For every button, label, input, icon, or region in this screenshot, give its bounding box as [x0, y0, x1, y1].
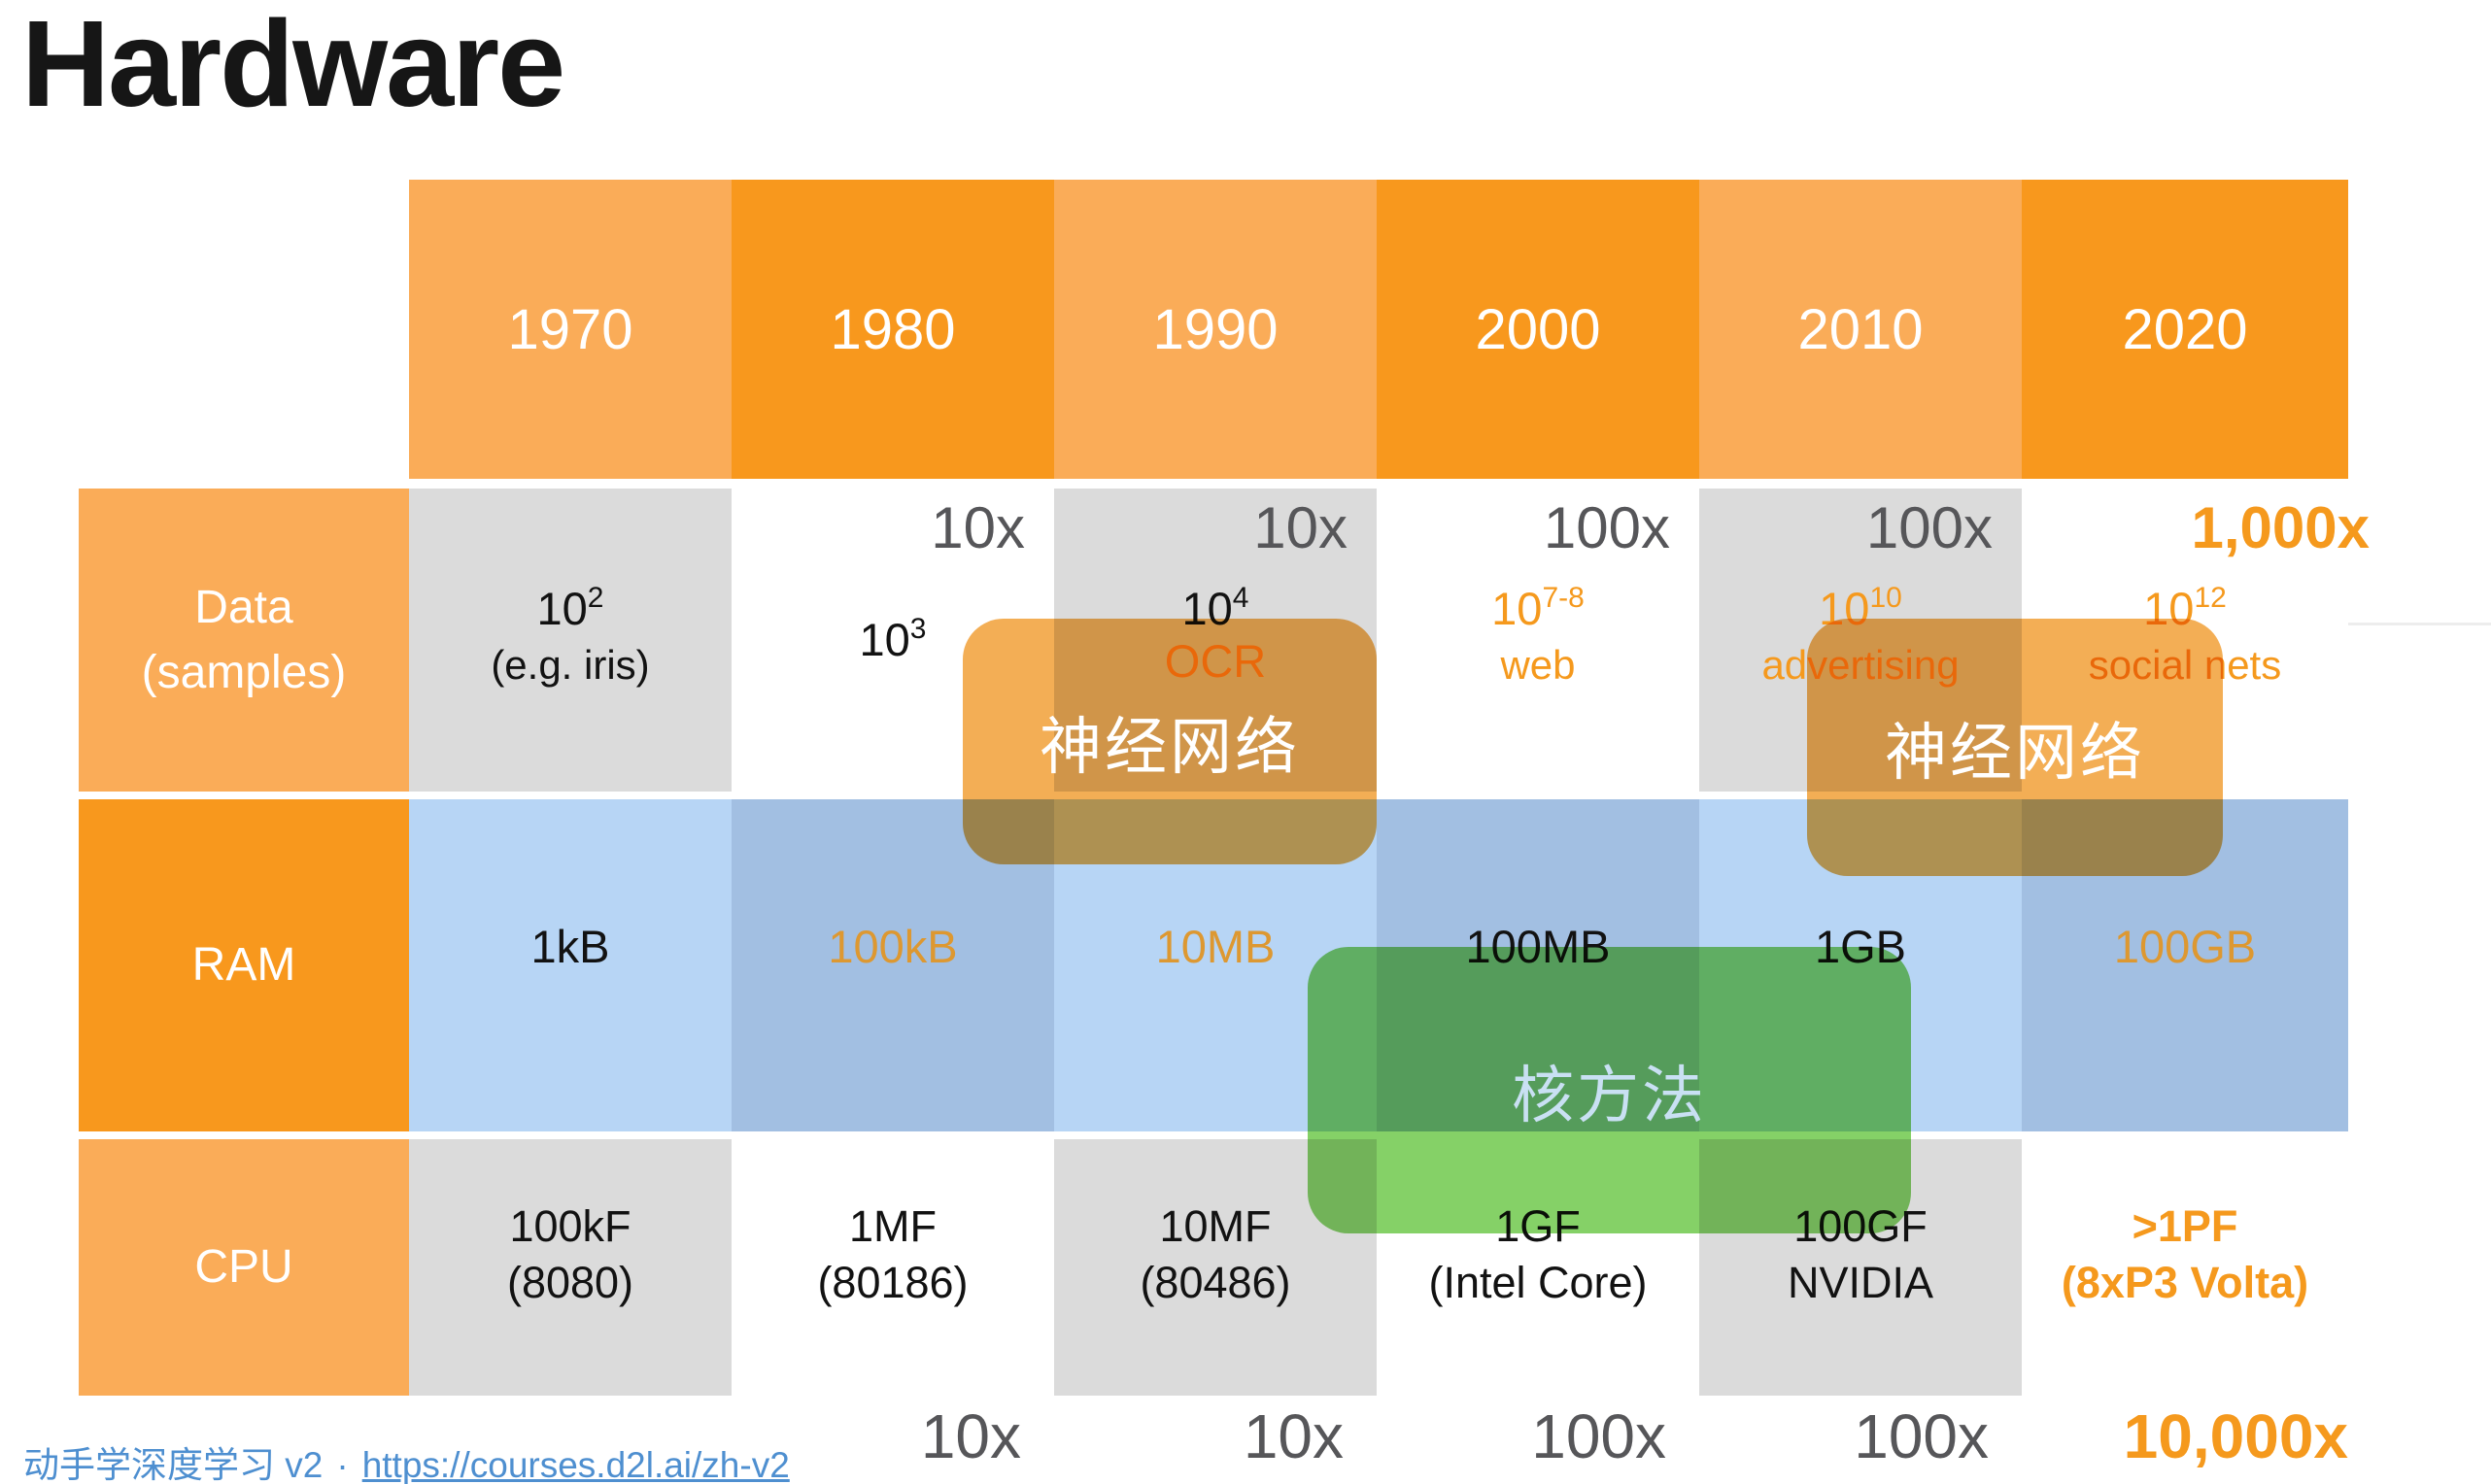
row-label-data-line2: (samples): [141, 647, 347, 698]
footer-separator: ·: [336, 1445, 349, 1484]
data-value-1970: 102: [536, 582, 604, 634]
data-cell-1970: 102 (e.g. iris): [409, 489, 732, 792]
data-cell-2000: 100x 107-8 web: [1377, 489, 1699, 792]
year-header-2010: 2010: [1699, 180, 2022, 479]
overlay-neural-networks-1990: 神经网络: [963, 619, 1377, 864]
year-header-1970: 1970: [409, 180, 732, 479]
footer-link[interactable]: https://courses.d2l.ai/zh-v2: [361, 1445, 790, 1484]
growth-mult-top-2000: 100x: [1543, 495, 1670, 560]
data-value-2000: 107-8: [1491, 582, 1585, 634]
growth-mult-top-1990: 10x: [1253, 495, 1348, 560]
growth-mult-top-1980: 10x: [931, 495, 1025, 560]
data-note-1970: (e.g. iris): [491, 642, 650, 688]
page-title: Hardware: [21, 0, 565, 132]
cpu-cell-1970: 100kF (8080): [409, 1139, 732, 1396]
year-header-1990: 1990: [1054, 180, 1377, 479]
year-header-1980: 1980: [732, 180, 1054, 479]
overlay-neural-networks-2010-bg: [1807, 619, 2223, 876]
footer-course-label: 动手学深度学习 v2: [23, 1445, 324, 1484]
row-label-ram: RAM: [79, 799, 409, 1131]
cpu-row: CPU 100kF(8080) 1MF(80186) 10MF(80486) 1…: [79, 1139, 2348, 1396]
overlay-neural-networks-1990-bg: [963, 619, 1377, 864]
ram-cell-1980: 100kB: [732, 799, 1054, 1131]
data-value-1980: 103: [859, 613, 927, 665]
year-header-2020: 2020: [2022, 180, 2348, 479]
row-label-cpu: CPU: [79, 1139, 409, 1396]
growth-mult-top-2010: 100x: [1865, 495, 1993, 560]
cpu-cell-1980: 1MF (80186): [817, 1200, 969, 1308]
cpu-cell-1990: 10MF (80486): [1054, 1139, 1377, 1396]
growth-mult-bottom-2020: 10,000x: [2123, 1401, 2348, 1471]
growth-mult-bottom-2000: 100x: [1531, 1401, 1666, 1471]
year-header-2000: 2000: [1377, 180, 1699, 479]
ram-cell-1970: 1kB: [409, 799, 732, 1131]
cpu-cell-2020: >1PF (8xP3 Volta): [2061, 1200, 2309, 1308]
row-label-data: Data (samples): [79, 489, 409, 792]
year-header-row: 1970 1980 1990 2000 2010 2020: [409, 180, 2348, 479]
data-note-2000: web: [1500, 642, 1576, 688]
growth-mult-bottom-2010: 100x: [1854, 1401, 1989, 1471]
overlay-neural-networks-2010: 神经网络: [1807, 619, 2223, 876]
growth-mult-bottom-1990: 10x: [1243, 1401, 1344, 1471]
overlay-kernel-methods-label: 核方法: [1512, 1060, 1707, 1130]
row-label-data-line1: Data: [194, 581, 293, 633]
overlay-kernel-methods-bg: [1308, 947, 1911, 1233]
overlay-neural-networks-2010-label: 神经网络: [1885, 717, 2145, 788]
data-cell-1980: 10x 103: [732, 489, 1054, 792]
overlay-kernel-methods: 核方法: [1308, 947, 1911, 1233]
growth-mult-top-2020: 1,000x: [2191, 495, 2370, 560]
footer: 动手学深度学习 v2 · https://courses.d2l.ai/zh-v…: [23, 1435, 790, 1484]
bottom-multiplier-row: 10x 10x 100x 100x 10,000x: [732, 1396, 2348, 1473]
growth-mult-bottom-1980: 10x: [920, 1401, 1021, 1471]
faint-edge-line: [2348, 623, 2491, 625]
overlay-neural-networks-1990-label: 神经网络: [1040, 711, 1300, 782]
